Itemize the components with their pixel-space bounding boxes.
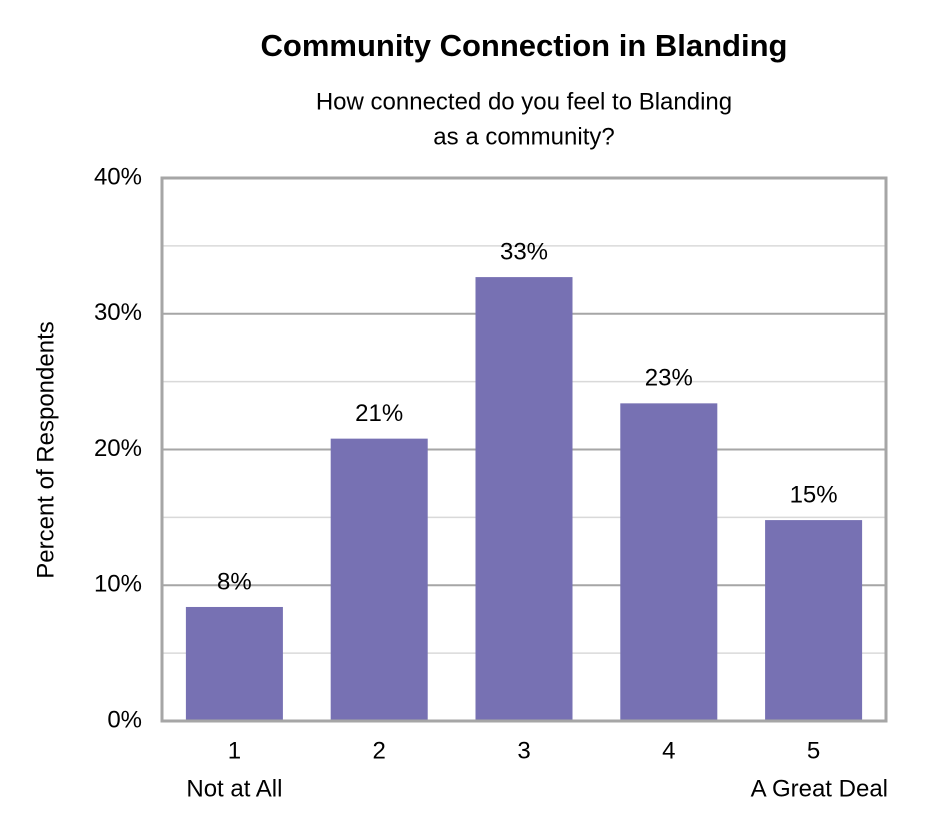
y-tick-label: 10% <box>94 571 142 598</box>
value-label: 23% <box>645 365 693 392</box>
plot-border <box>160 176 888 723</box>
y-tick-label: 20% <box>94 435 142 462</box>
x-tick-label: 1 <box>228 737 241 764</box>
x-tick-note: Not at All <box>186 775 282 802</box>
x-tick-label: 2 <box>373 737 386 764</box>
value-label: 21% <box>355 400 403 427</box>
bar <box>330 438 428 721</box>
bar <box>620 403 718 721</box>
bar <box>475 277 573 721</box>
value-label: 33% <box>500 238 548 265</box>
y-tick-label: 40% <box>94 163 142 190</box>
chart-subtitle: How connected do you feel to Blanding <box>316 88 732 115</box>
x-tick-label: 3 <box>517 737 530 764</box>
value-label: 8% <box>217 568 252 595</box>
value-label: 15% <box>790 481 838 508</box>
x-tick-note: A Great Deal <box>751 775 888 802</box>
y-axis-label: Percent of Respondents <box>32 321 59 579</box>
chart-subtitle: as a community? <box>433 123 614 150</box>
x-tick-label: 5 <box>807 737 820 764</box>
y-tick-label: 30% <box>94 299 142 326</box>
bar <box>185 606 283 721</box>
y-tick-label: 0% <box>107 706 142 733</box>
bar <box>765 520 863 721</box>
chart-title: Community Connection in Blanding <box>261 28 788 63</box>
x-tick-label: 4 <box>662 737 675 764</box>
